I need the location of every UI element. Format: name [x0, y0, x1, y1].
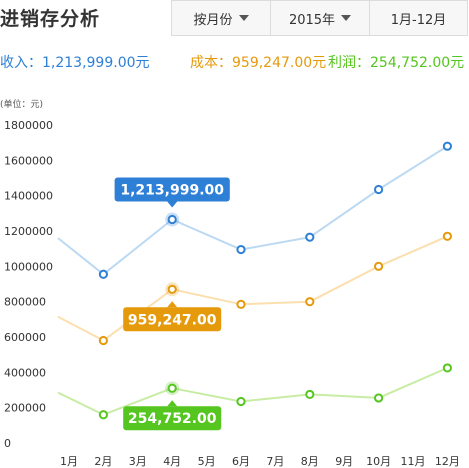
- cost-point: [442, 231, 452, 241]
- page-title: 进销存分析: [0, 8, 101, 30]
- income-point: [167, 214, 177, 225]
- income-point: [98, 269, 109, 279]
- income-point: [374, 184, 384, 195]
- cost-tooltip-box: [123, 307, 222, 332]
- income-summary: 收入：1,213,999.00元: [0, 55, 150, 71]
- year-dropdown[interactable]: 2015年: [271, 1, 370, 35]
- x-tick-label: 12月: [435, 455, 460, 468]
- caret-down-icon: [238, 15, 249, 21]
- cost-point: [305, 297, 315, 307]
- cost-point: [98, 335, 109, 346]
- income-tooltip-pointer: [167, 201, 178, 208]
- profit-summary: 利润：254,752.00元: [328, 55, 465, 71]
- x-tick-label: 6月: [232, 455, 250, 468]
- group-by-label: 按月份: [193, 12, 233, 28]
- profit-point: [98, 410, 109, 420]
- y-tick-label: 600000: [4, 331, 46, 344]
- cost-tooltip-label: 959,247.00: [128, 312, 217, 328]
- y-tick-label: 1400000: [4, 190, 53, 203]
- unit-label: (单位：元): [0, 100, 44, 110]
- profit-tooltip-box: [123, 406, 222, 431]
- profit-point: [236, 396, 246, 407]
- x-tick-label: 4月: [163, 455, 181, 468]
- cost-summary: 成本：959,247.00元: [190, 55, 327, 71]
- filter-bar: 按月份 2015年 1月-12月: [171, 0, 468, 36]
- profit-point: [374, 393, 384, 403]
- y-tick-label: 800000: [4, 296, 46, 309]
- profit-tooltip-label: 254,752.00: [128, 411, 217, 427]
- x-tick-label: 5月: [198, 455, 216, 468]
- y-tick-label: 400000: [4, 366, 46, 379]
- y-tick-label: 200000: [4, 402, 46, 415]
- profit-tooltip-pointer: [167, 400, 178, 407]
- income-tooltip-label: 1,213,999.00: [120, 183, 224, 199]
- x-tick-label: 10月: [366, 455, 391, 468]
- x-tick-label: 2月: [94, 455, 112, 468]
- cost-series-line: [57, 235, 448, 342]
- cost-point: [167, 284, 177, 294]
- group-by-dropdown[interactable]: 按月份: [172, 1, 271, 35]
- x-tick-label: 11月: [401, 455, 426, 468]
- income-point: [305, 232, 315, 242]
- income-point: [236, 244, 246, 255]
- y-tick-label: 1200000: [4, 225, 53, 238]
- x-tick-label: 9月: [335, 455, 353, 468]
- income-point: [442, 141, 452, 151]
- cost-point: [236, 299, 246, 309]
- y-tick-label: 0: [4, 437, 11, 450]
- y-tick-label: 1000000: [4, 260, 53, 273]
- y-tick-label: 1600000: [4, 154, 53, 167]
- profit-point: [305, 389, 315, 400]
- cost-point: [374, 261, 384, 271]
- cost-tooltip-pointer: [167, 301, 178, 308]
- y-tick-label: 1800000: [4, 119, 53, 132]
- profit-point: [167, 383, 177, 393]
- x-tick-label: 8月: [301, 455, 319, 468]
- income-series-line: [57, 145, 448, 276]
- caret-down-icon: [341, 15, 352, 21]
- income-tooltip-box: [114, 177, 230, 202]
- profit-point: [442, 363, 452, 373]
- x-tick-label: 3月: [129, 455, 147, 468]
- x-tick-label: 1月: [60, 455, 78, 468]
- x-tick-label: 7月: [266, 455, 284, 468]
- month-range-button[interactable]: 1月-12月: [370, 1, 467, 35]
- profit-series-line: [57, 366, 448, 416]
- year-label: 2015年: [288, 12, 336, 28]
- month-range-label: 1月-12月: [390, 12, 447, 28]
